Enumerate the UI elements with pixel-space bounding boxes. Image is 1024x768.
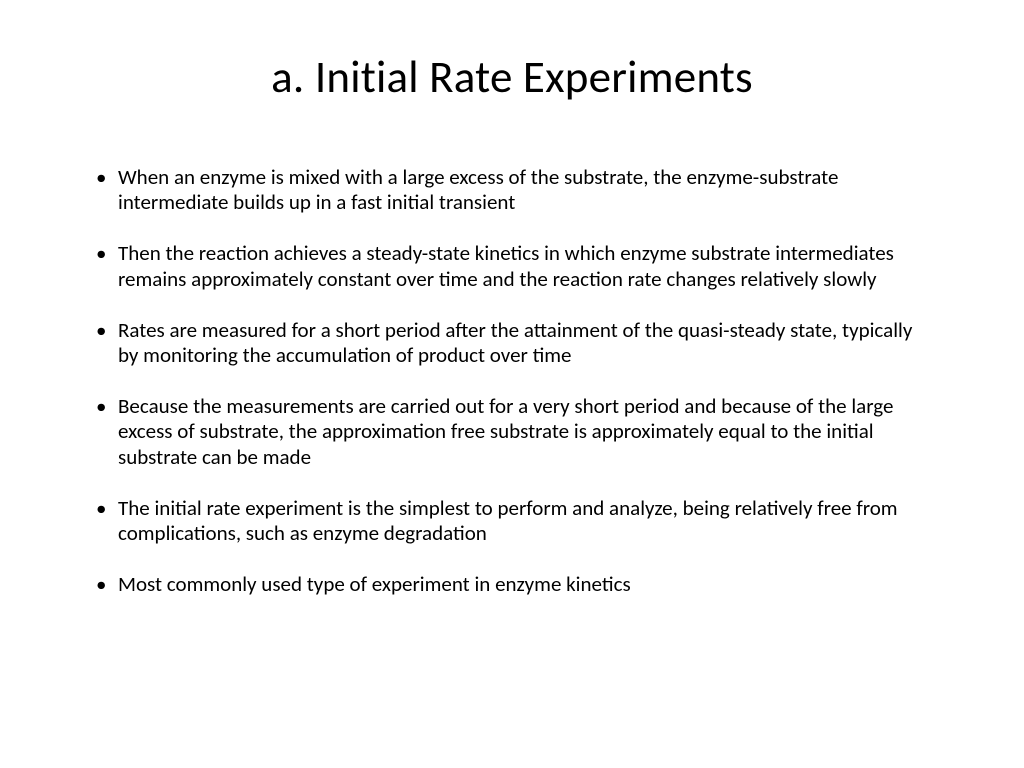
bullet-list: When an enzyme is mixed with a large exc… (90, 165, 934, 597)
bullet-item: Rates are measured for a short period af… (90, 318, 934, 368)
bullet-item: Most commonly used type of experiment in… (90, 572, 934, 597)
bullet-item: Then the reaction achieves a steady-stat… (90, 241, 934, 291)
bullet-item: Because the measurements are carried out… (90, 394, 934, 470)
slide-title: a. Initial Rate Experiments (90, 50, 934, 105)
bullet-item: The initial rate experiment is the simpl… (90, 496, 934, 546)
bullet-item: When an enzyme is mixed with a large exc… (90, 165, 934, 215)
slide: a. Initial Rate Experiments When an enzy… (0, 0, 1024, 768)
